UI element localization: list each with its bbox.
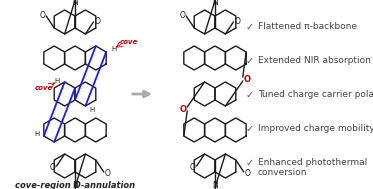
Text: Improved charge mobility: Improved charge mobility [258, 124, 373, 133]
Text: cove: cove [34, 85, 53, 91]
Text: O: O [179, 11, 185, 19]
Text: O: O [39, 11, 45, 19]
Text: O: O [235, 16, 240, 26]
Text: O: O [243, 74, 250, 84]
Text: O: O [50, 163, 56, 171]
Text: H: H [111, 46, 116, 52]
Text: ✓: ✓ [246, 90, 254, 100]
Text: cove: cove [120, 39, 138, 45]
Text: N: N [212, 0, 218, 7]
Text: Extended NIR absorption: Extended NIR absorption [258, 56, 371, 65]
Text: H: H [35, 131, 40, 137]
Text: O: O [245, 169, 251, 177]
Text: cove-region O-annulation: cove-region O-annulation [15, 181, 135, 189]
Text: ✓: ✓ [246, 124, 254, 134]
Text: Enhanced photothermal
conversion: Enhanced photothermal conversion [258, 158, 367, 177]
Text: O: O [189, 163, 195, 171]
Text: O: O [105, 169, 111, 177]
Text: N: N [72, 0, 78, 7]
Text: H: H [54, 78, 60, 84]
Text: Flattened π-backbone: Flattened π-backbone [258, 22, 357, 31]
Text: N: N [212, 181, 218, 189]
Text: Tuned charge carrier polarity: Tuned charge carrier polarity [258, 90, 373, 99]
Text: ✓: ✓ [246, 22, 254, 32]
Text: H: H [90, 107, 95, 113]
Text: N: N [72, 181, 78, 189]
Text: O: O [180, 105, 187, 114]
Text: ✓: ✓ [246, 158, 254, 168]
Text: O: O [94, 16, 100, 26]
Text: ✓: ✓ [246, 56, 254, 66]
FancyArrowPatch shape [133, 91, 149, 97]
